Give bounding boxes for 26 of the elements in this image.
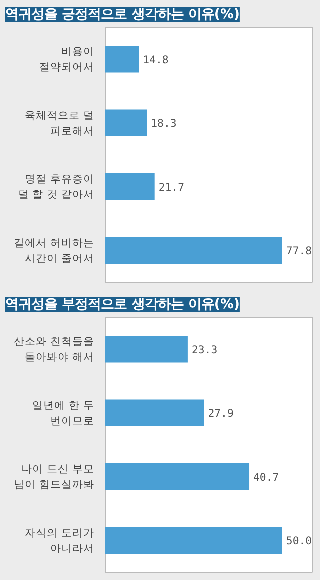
data-label: 23.3 [192,343,218,356]
data-label: 18.3 [151,117,177,130]
bar [106,110,148,137]
data-label: 21.7 [158,180,185,194]
y-tick-label: 명절 후유증이 덜 할 것 같아서 [18,172,95,202]
bar [106,237,282,264]
y-tick-label: 일년에 한 두 번이므로 [32,398,95,428]
data-label: 77.8 [286,244,312,258]
y-tick-label: 비용이 절약되어서 [40,45,94,74]
y-tick-label: 육체적으로 덜 피로해서 [25,108,95,138]
data-label: 27.9 [208,407,234,420]
y-tick-label: 길에서 허비하는 시간이 줄어서 [14,236,95,265]
bar [106,400,204,427]
bar [106,173,155,200]
bar [106,527,282,554]
chart-title: 역귀성을 긍정적으로 생각하는 이유(%) [6,8,240,22]
y-tick-label: 나이 드신 부모 님이 힘드실까봐 [14,462,95,492]
chart-title: 역귀성을 부정적으로 생각하는 이유(%) [6,298,240,312]
data-label: 50.0 [286,534,312,548]
bar [106,463,250,490]
bar [106,46,140,73]
data-label: 14.8 [143,53,169,66]
y-tick-label: 산소와 친척들을 돌아봐야 해서 [14,335,95,364]
y-tick-label: 자식의 도리가 아니라서 [25,526,95,555]
bar [106,336,188,363]
data-label: 40.7 [254,470,280,484]
